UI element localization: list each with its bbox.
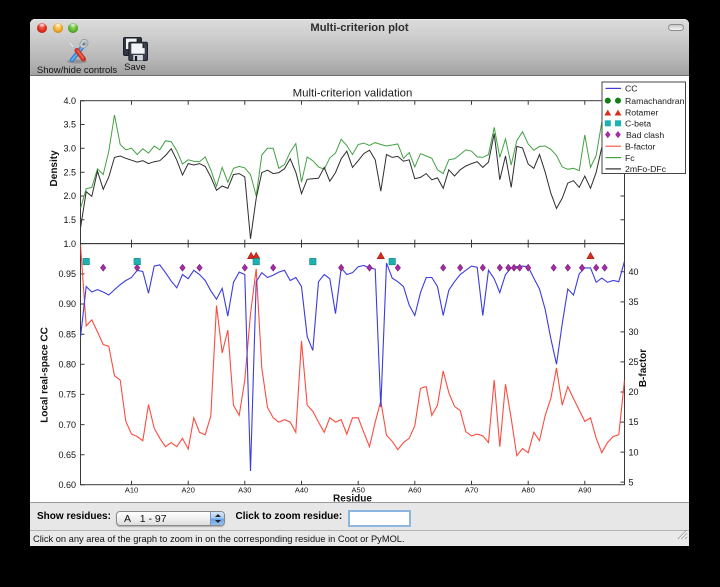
svg-text:B-factor: B-factor (625, 141, 656, 151)
svg-text:15: 15 (629, 417, 639, 427)
svg-text:Bad clash: Bad clash (626, 130, 664, 140)
svg-text:Ramachandran: Ramachandran (625, 96, 685, 106)
svg-text:C-beta: C-beta (625, 119, 651, 129)
svg-text:A80: A80 (522, 486, 535, 495)
svg-text:35: 35 (629, 297, 639, 307)
svg-text:Rotamer: Rotamer (625, 107, 658, 117)
svg-text:A50: A50 (352, 486, 365, 495)
svg-text:B-factor: B-factor (638, 349, 649, 387)
svg-text:Multi-criterion validation: Multi-criterion validation (293, 88, 413, 100)
svg-text:2.5: 2.5 (63, 167, 76, 177)
svg-text:5: 5 (629, 477, 634, 487)
svg-text:0.65: 0.65 (58, 450, 76, 460)
svg-text:0.70: 0.70 (58, 420, 76, 430)
svg-text:4.0: 4.0 (63, 96, 76, 106)
svg-text:3.5: 3.5 (63, 120, 76, 130)
svg-text:A20: A20 (182, 486, 195, 495)
svg-text:Local real-space CC: Local real-space CC (40, 327, 51, 423)
svg-text:1.0: 1.0 (63, 239, 76, 249)
svg-text:A70: A70 (465, 486, 478, 495)
svg-text:2.0: 2.0 (63, 191, 76, 201)
svg-text:CC: CC (625, 84, 638, 94)
svg-text:Density: Density (49, 150, 60, 187)
svg-text:0.95: 0.95 (58, 269, 76, 279)
svg-text:A30: A30 (238, 486, 251, 495)
svg-text:A40: A40 (295, 486, 308, 495)
svg-text:A10: A10 (125, 486, 138, 495)
svg-text:A90: A90 (578, 486, 591, 495)
svg-text:Fc: Fc (625, 153, 635, 163)
svg-text:0.85: 0.85 (58, 329, 76, 339)
svg-text:25: 25 (629, 357, 639, 367)
svg-text:Residue: Residue (333, 494, 372, 503)
svg-text:30: 30 (629, 327, 639, 337)
svg-text:2mFo-DFc: 2mFo-DFc (625, 164, 667, 174)
svg-text:A60: A60 (408, 486, 421, 495)
svg-text:0.90: 0.90 (58, 299, 76, 309)
svg-text:1.5: 1.5 (63, 215, 76, 225)
svg-text:40: 40 (629, 267, 639, 277)
svg-text:0.75: 0.75 (58, 390, 76, 400)
svg-text:3.0: 3.0 (63, 144, 76, 154)
svg-text:10: 10 (629, 447, 639, 457)
svg-text:0.80: 0.80 (58, 360, 76, 370)
svg-text:0.60: 0.60 (58, 480, 76, 490)
svg-text:20: 20 (629, 387, 639, 397)
